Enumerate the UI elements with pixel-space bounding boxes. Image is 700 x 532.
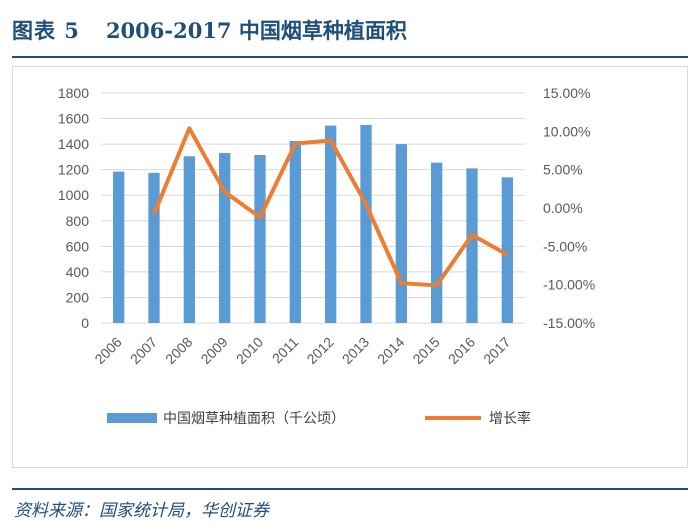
right-tick-label: 15.00% — [543, 85, 590, 101]
left-tick-label: 1600 — [58, 111, 89, 127]
chart-frame: 0 200 400 600 800 1000 1200 1400 1600 1800 -15.00… — [12, 66, 688, 468]
left-tick-label: 400 — [66, 264, 90, 280]
x-tick-label: 2016 — [445, 334, 478, 367]
left-tick-label: 1200 — [58, 162, 89, 178]
bar-2009 — [219, 153, 231, 323]
x-tick-label: 2008 — [162, 334, 195, 367]
left-tick-label: 0 — [81, 315, 89, 331]
right-tick-label: -10.00% — [543, 277, 595, 293]
bar-2017 — [501, 177, 513, 323]
x-axis-ticks: 2006 2007 2008 2009 2010 2011 2012 2013 2014 2015… — [91, 334, 513, 367]
figure-title: 2006-2017 中国烟草种植面积 — [105, 18, 407, 43]
x-tick-label: 2017 — [480, 334, 513, 367]
bar-2013 — [360, 124, 372, 323]
x-tick-label: 2012 — [303, 334, 336, 367]
legend: 中国烟草种植面积（千公顷） 增长率 — [107, 410, 531, 427]
left-axis-ticks: 0 200 400 600 800 1000 1200 1400 1600 1800 — [58, 85, 89, 331]
right-tick-label: -5.00% — [543, 238, 587, 254]
x-tick-label: 2006 — [91, 334, 124, 367]
bar-2008 — [183, 156, 195, 323]
figure-label: 图表 5 — [12, 18, 80, 43]
source-note: 资料来源：国家统计局，华创证券 — [14, 501, 269, 521]
x-tick-label: 2009 — [197, 334, 230, 367]
legend-bar-label: 中国烟草种植面积（千公顷） — [163, 411, 345, 427]
grid-lines — [101, 92, 525, 324]
bar-2007 — [148, 172, 160, 323]
bottom-rule — [12, 488, 688, 490]
bar-2010 — [254, 154, 266, 323]
x-tick-label: 2007 — [127, 334, 160, 367]
right-tick-label: 0.00% — [543, 200, 583, 216]
figure-header: 图表 5 2006-2017 中国烟草种植面积 — [12, 8, 688, 52]
chart-svg: 0 200 400 600 800 1000 1200 1400 1600 1800 -15.00… — [58, 85, 595, 427]
bar-2011 — [289, 140, 301, 323]
x-tick-label: 2010 — [233, 334, 266, 367]
top-rule — [12, 56, 688, 58]
legend-bar-swatch — [107, 413, 157, 423]
right-tick-label: 5.00% — [543, 162, 583, 178]
bar-2006 — [113, 171, 125, 323]
x-tick-label: 2011 — [269, 334, 302, 367]
left-tick-label: 800 — [66, 213, 90, 229]
x-tick-label: 2013 — [339, 334, 372, 367]
line-series — [152, 126, 509, 288]
legend-line-label: 增长率 — [489, 410, 531, 427]
left-tick-label: 1800 — [58, 85, 89, 101]
left-tick-label: 1000 — [58, 187, 89, 203]
right-tick-label: -15.00% — [543, 315, 595, 331]
bar-2014 — [395, 144, 407, 323]
right-axis-ticks: -15.00% -10.00% -5.00% 0.00% 5.00% 10.00% 15.0… — [543, 85, 595, 331]
left-tick-label: 1400 — [58, 136, 89, 152]
bar-series — [113, 124, 513, 323]
bar-2016 — [466, 168, 478, 323]
left-tick-label: 600 — [66, 238, 90, 254]
x-tick-label: 2014 — [374, 334, 407, 367]
bar-2015 — [431, 162, 443, 323]
right-tick-label: 10.00% — [543, 123, 590, 139]
x-tick-label: 2015 — [409, 334, 442, 367]
left-tick-label: 200 — [66, 289, 90, 305]
bar-2012 — [325, 125, 337, 323]
